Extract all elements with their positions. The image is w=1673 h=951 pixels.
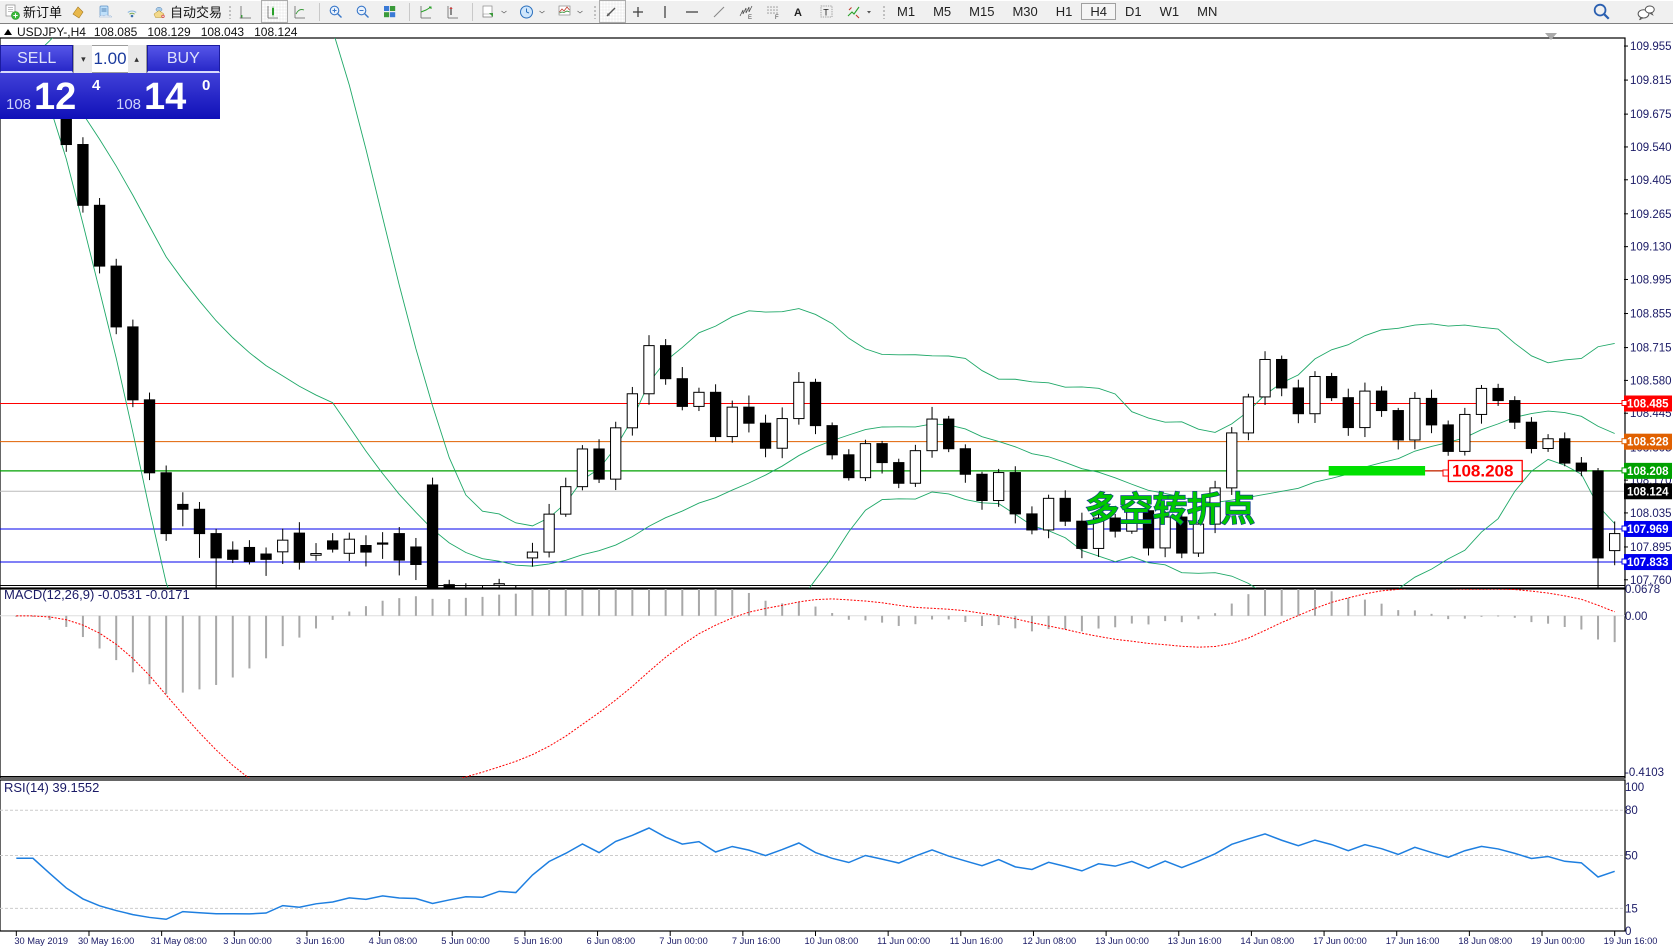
svg-text:109.675: 109.675 — [1630, 109, 1672, 121]
svg-text:108.208: 108.208 — [1627, 466, 1669, 478]
svg-text:7 Jun 00:00: 7 Jun 00:00 — [659, 936, 708, 946]
svg-text:3 Jun 00:00: 3 Jun 00:00 — [223, 936, 272, 946]
svg-text:108.208: 108.208 — [1452, 462, 1513, 481]
svg-text:6 Jun 08:00: 6 Jun 08:00 — [587, 936, 636, 946]
svg-text:19 Jun 16:00: 19 Jun 16:00 — [1604, 936, 1658, 946]
svg-text:14 Jun 08:00: 14 Jun 08:00 — [1240, 936, 1294, 946]
svg-text:107.833: 107.833 — [1627, 557, 1669, 569]
svg-text:11 Jun 16:00: 11 Jun 16:00 — [950, 936, 1003, 946]
svg-text:4 Jun 08:00: 4 Jun 08:00 — [369, 936, 418, 946]
svg-text:-0.4103: -0.4103 — [1625, 767, 1664, 779]
svg-text:30 May 2019: 30 May 2019 — [14, 936, 68, 946]
svg-text:108.580: 108.580 — [1630, 375, 1672, 387]
svg-text:109.265: 109.265 — [1630, 209, 1672, 221]
svg-text:109.815: 109.815 — [1630, 75, 1672, 87]
svg-text:MACD(12,26,9) -0.0531 -0.0171: MACD(12,26,9) -0.0531 -0.0171 — [4, 587, 190, 602]
svg-text:109.405: 109.405 — [1630, 175, 1672, 187]
svg-text:12 Jun 08:00: 12 Jun 08:00 — [1022, 936, 1076, 946]
svg-text:109.955: 109.955 — [1630, 41, 1672, 53]
svg-text:30 May 16:00: 30 May 16:00 — [78, 936, 134, 946]
svg-text:0.0678: 0.0678 — [1625, 584, 1660, 596]
svg-text:107.895: 107.895 — [1630, 542, 1672, 554]
svg-text:108.328: 108.328 — [1627, 437, 1669, 449]
svg-text:13 Jun 00:00: 13 Jun 00:00 — [1095, 936, 1149, 946]
svg-text:108.855: 108.855 — [1630, 309, 1672, 321]
svg-text:3 Jun 16:00: 3 Jun 16:00 — [296, 936, 345, 946]
svg-text:15: 15 — [1625, 903, 1638, 915]
svg-text:100: 100 — [1625, 782, 1644, 794]
svg-text:5 Jun 00:00: 5 Jun 00:00 — [441, 936, 490, 946]
svg-text:5 Jun 16:00: 5 Jun 16:00 — [514, 936, 563, 946]
svg-text:17 Jun 16:00: 17 Jun 16:00 — [1386, 936, 1440, 946]
svg-text:108.715: 108.715 — [1630, 343, 1672, 355]
svg-text:0.00: 0.00 — [1625, 611, 1647, 623]
svg-text:109.540: 109.540 — [1630, 142, 1672, 154]
svg-text:50: 50 — [1625, 851, 1638, 863]
svg-text:109.130: 109.130 — [1630, 242, 1672, 254]
svg-text:7 Jun 16:00: 7 Jun 16:00 — [732, 936, 781, 946]
svg-text:13 Jun 16:00: 13 Jun 16:00 — [1168, 936, 1222, 946]
svg-text:108.485: 108.485 — [1627, 399, 1669, 411]
svg-text:19 Jun 00:00: 19 Jun 00:00 — [1531, 936, 1585, 946]
svg-text:80: 80 — [1625, 805, 1638, 817]
svg-text:RSI(14) 39.1552: RSI(14) 39.1552 — [4, 780, 99, 795]
svg-text:108.124: 108.124 — [1627, 486, 1669, 498]
svg-text:18 Jun 08:00: 18 Jun 08:00 — [1458, 936, 1512, 946]
svg-text:11 Jun 00:00: 11 Jun 00:00 — [877, 936, 930, 946]
svg-text:107.969: 107.969 — [1627, 524, 1669, 536]
svg-text:108.035: 108.035 — [1630, 508, 1672, 520]
svg-text:多空转折点: 多空转折点 — [1085, 491, 1255, 529]
svg-text:31 May 08:00: 31 May 08:00 — [151, 936, 207, 946]
svg-text:108.995: 108.995 — [1630, 274, 1672, 286]
svg-text:10 Jun 08:00: 10 Jun 08:00 — [805, 936, 859, 946]
svg-text:17 Jun 00:00: 17 Jun 00:00 — [1313, 936, 1367, 946]
